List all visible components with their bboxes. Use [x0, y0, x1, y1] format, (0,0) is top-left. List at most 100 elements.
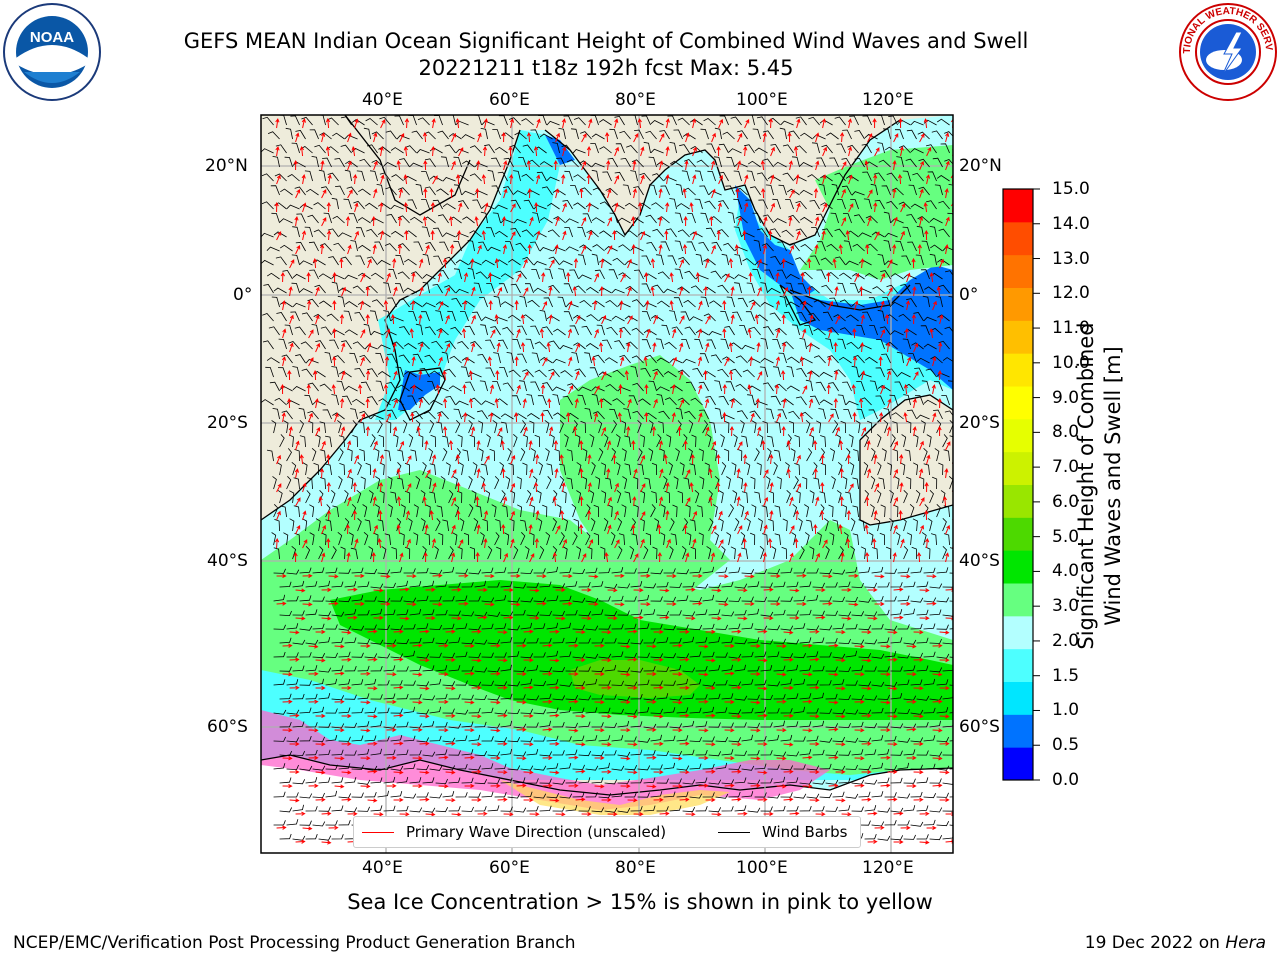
wind-barb: [572, 314, 586, 322]
wind-barb: [864, 434, 869, 448]
wind-barb: [474, 806, 487, 812]
wind-barb: [650, 624, 663, 630]
wave-direction-arrow: [887, 657, 898, 662]
wave-direction-arrow: [828, 672, 839, 677]
wind-barb: [468, 707, 481, 714]
wind-barb: [391, 547, 397, 560]
wind-barb: [673, 297, 683, 308]
wave-direction-arrow: [819, 509, 825, 521]
wind-barb: [563, 311, 573, 322]
wave-direction-arrow: [275, 118, 280, 129]
wind-barb: [409, 807, 423, 813]
wind-barb: [667, 255, 677, 266]
wave-direction-arrow: [795, 174, 800, 185]
wind-barb: [492, 420, 498, 434]
wave-direction-arrow: [828, 783, 839, 788]
wave-direction-arrow: [352, 481, 357, 493]
wave-direction-arrow: [698, 644, 709, 649]
wind-barb: [643, 750, 656, 756]
wind-barb: [523, 199, 534, 210]
wind-barb: [812, 720, 825, 728]
wind-barb: [942, 518, 947, 532]
wave-direction-arrow: [614, 510, 619, 521]
wave-direction-arrow: [553, 159, 558, 171]
wind-barb: [906, 420, 912, 434]
wind-barb: [593, 504, 599, 518]
wave-direction-arrow: [887, 287, 893, 297]
wind-barb: [543, 297, 553, 308]
wind-barb: [377, 653, 391, 659]
wave-direction-arrow: [419, 629, 430, 634]
wind-barb: [576, 546, 582, 560]
wind-barb: [718, 518, 724, 532]
wind-barb: [877, 434, 882, 448]
wind-barb: [727, 211, 735, 224]
wind-barb: [500, 637, 513, 644]
wind-barb: [570, 185, 579, 196]
wave-direction-arrow: [403, 146, 408, 157]
wave-direction-arrow: [287, 397, 292, 409]
wave-direction-arrow: [405, 510, 411, 521]
wind-barb: [863, 198, 872, 210]
wind-barb: [929, 751, 943, 757]
wave-direction-arrow: [430, 145, 436, 157]
wave-direction-arrow: [783, 286, 789, 297]
wind-barb: [902, 226, 911, 238]
wind-barb: [923, 678, 936, 686]
wave-direction-arrow: [682, 243, 688, 255]
wind-barb: [403, 287, 417, 294]
wave-direction-arrow: [813, 187, 819, 199]
legend-item-wind: Wind Barbs: [718, 823, 847, 841]
wind-barb: [572, 597, 586, 603]
wave-direction-arrow: [432, 573, 443, 578]
wave-direction-arrow: [318, 496, 323, 507]
wind-barb: [572, 624, 585, 630]
map-plot-area: [261, 115, 953, 853]
legend-wave-label: Primary Wave Direction (unscaled): [406, 823, 667, 841]
wind-barb: [416, 709, 430, 715]
wind-barb: [772, 198, 781, 210]
wind-barb: [576, 490, 582, 504]
wind-barb: [916, 609, 929, 616]
wind-barb: [721, 611, 735, 617]
wave-direction-arrow: [510, 602, 521, 607]
wind-barb: [674, 268, 683, 280]
wind-barb: [700, 296, 709, 308]
wind-barb: [448, 546, 454, 560]
wind-barb: [877, 694, 890, 700]
wave-direction-arrow: [826, 271, 831, 283]
wave-direction-arrow: [315, 342, 321, 353]
wind-barb: [584, 352, 592, 364]
wind-barb: [424, 326, 436, 336]
wind-barb: [821, 284, 833, 294]
wave-direction-arrow: [555, 525, 561, 535]
wave-direction-arrow: [320, 160, 325, 171]
wind-barb: [721, 693, 734, 700]
wind-barb: [883, 240, 891, 252]
wind-barb: [368, 546, 374, 560]
wave-direction-arrow: [319, 243, 325, 255]
wind-barb: [683, 299, 696, 308]
wind-barb: [325, 504, 331, 518]
wave-direction-arrow: [360, 412, 366, 423]
wave-direction-arrow: [281, 412, 286, 423]
wind-barb: [669, 160, 683, 168]
wave-direction-arrow: [451, 812, 462, 817]
wave-direction-arrow: [502, 244, 507, 255]
wave-direction-arrow: [386, 783, 397, 789]
wave-direction-arrow: [619, 300, 624, 311]
wave-direction-arrow: [904, 327, 909, 339]
wind-barb: [359, 354, 371, 364]
wind-barb: [869, 380, 878, 392]
wind-barb: [812, 806, 825, 812]
wind-barb: [384, 533, 391, 546]
wind-barb: [676, 624, 689, 630]
wind-barb: [413, 532, 419, 546]
colorbar-tick-label: 10.0: [1052, 352, 1090, 373]
wind-barb: [870, 504, 875, 518]
wave-direction-arrow: [776, 412, 781, 423]
wind-barb: [637, 765, 651, 771]
wave-direction-arrow: [867, 133, 873, 143]
wave-direction-arrow: [536, 174, 541, 185]
wind-barb: [553, 412, 566, 420]
